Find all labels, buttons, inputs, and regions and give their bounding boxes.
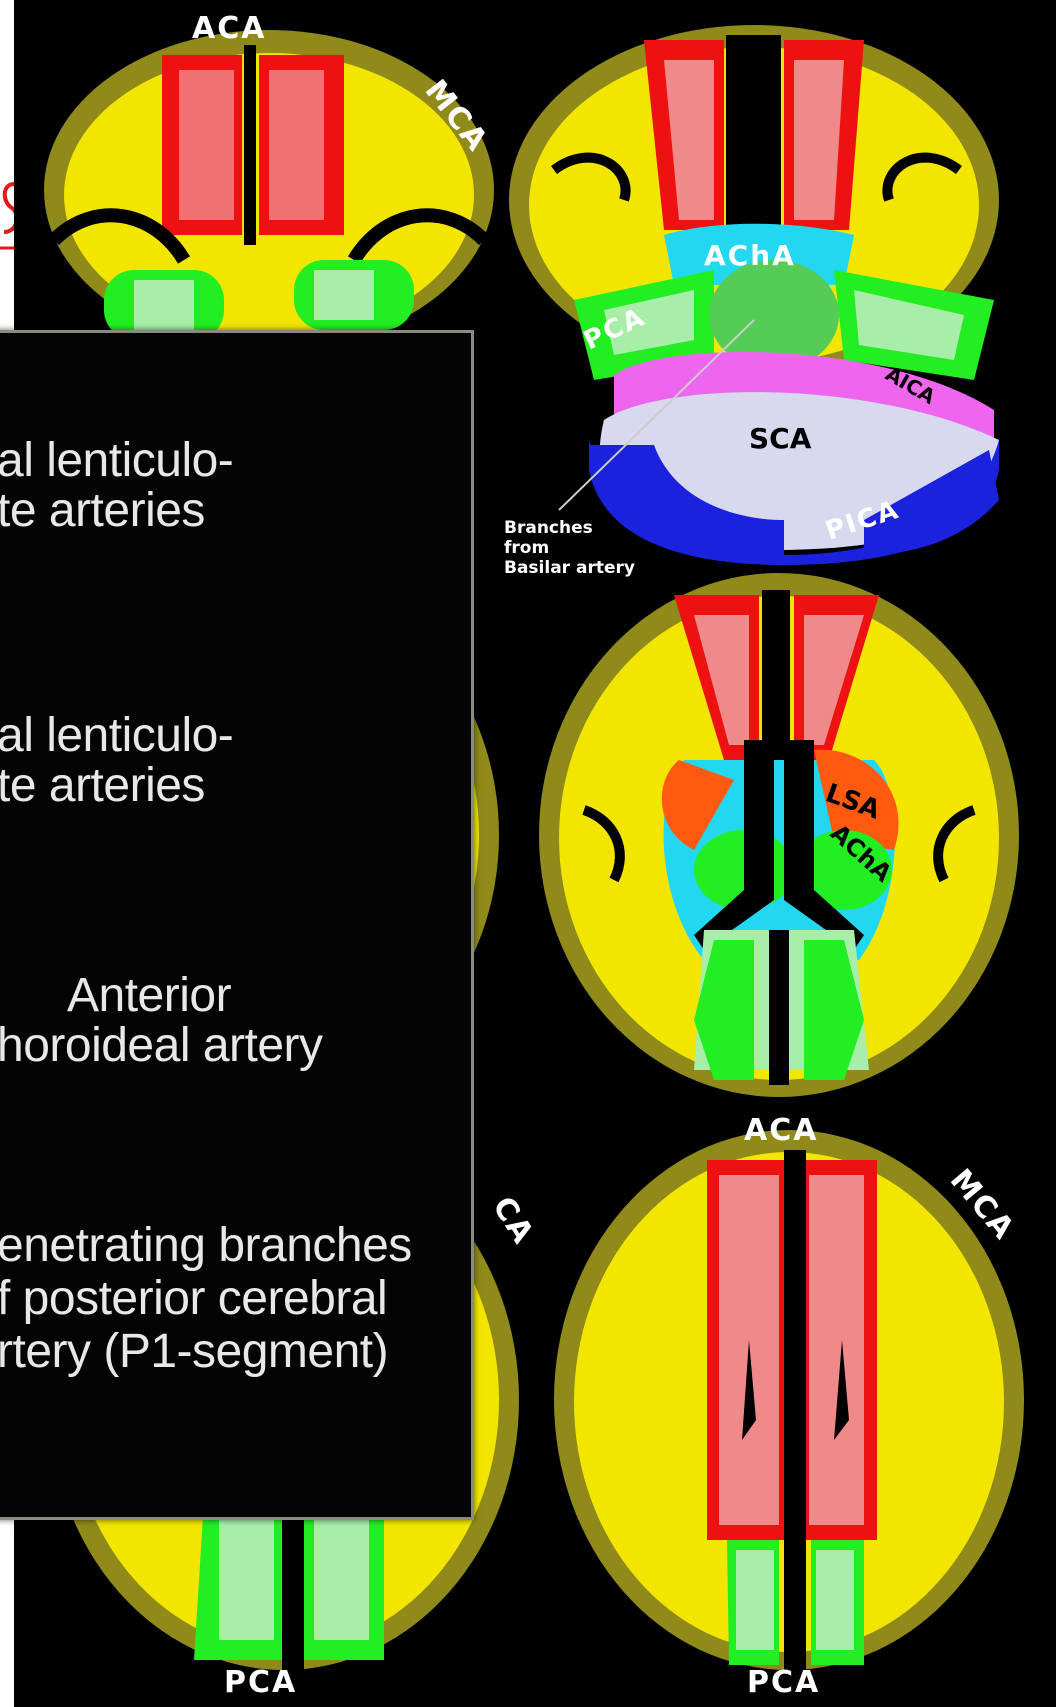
label-aca-top-left: ACA	[192, 11, 266, 46]
basilar-note-line-3: Basilar artery	[504, 558, 635, 578]
overlay-item-3-line-1: Anterior	[67, 969, 232, 1022]
overlay-item-1-line-2: te arteries	[0, 484, 205, 537]
overlay-item-4-line-2: f posterior cerebral	[0, 1272, 388, 1325]
basilar-leader-line	[558, 319, 755, 511]
brain-top-right: AChA PCA AICA SCA PICA Branches from Bas…	[504, 25, 999, 578]
label-aca-bottom-right: ACA	[744, 1113, 818, 1148]
overlay-item-1-line-1: al lenticulo-	[0, 434, 234, 487]
basilar-note-line-2: from	[504, 538, 549, 558]
label-acha-top-right: AChA	[704, 239, 796, 272]
overlay-item-2-line-2: te arteries	[0, 759, 205, 812]
overlay-item-4-line-1: enetrating branches	[0, 1219, 412, 1272]
overlay-text-panel: al lenticulo- te arteries al lenticulo- …	[0, 330, 474, 1520]
overlay-item-2-line-1: al lenticulo-	[0, 709, 234, 762]
label-sca-top-right: SCA	[749, 422, 812, 455]
brain-mid-right: LSA AChA	[539, 573, 1019, 1097]
label-pca-bottom-right: PCA	[747, 1665, 820, 1700]
brain-bottom-right: ACA MCA PCA	[554, 1113, 1024, 1700]
basilar-note-line-1: Branches	[504, 518, 593, 538]
overlay-item-3-line-2: horoideal artery	[0, 1019, 323, 1072]
overlay-item-4-line-3: rtery (P1-segment)	[0, 1325, 389, 1378]
label-pca-bottom-left: PCA	[224, 1665, 297, 1700]
